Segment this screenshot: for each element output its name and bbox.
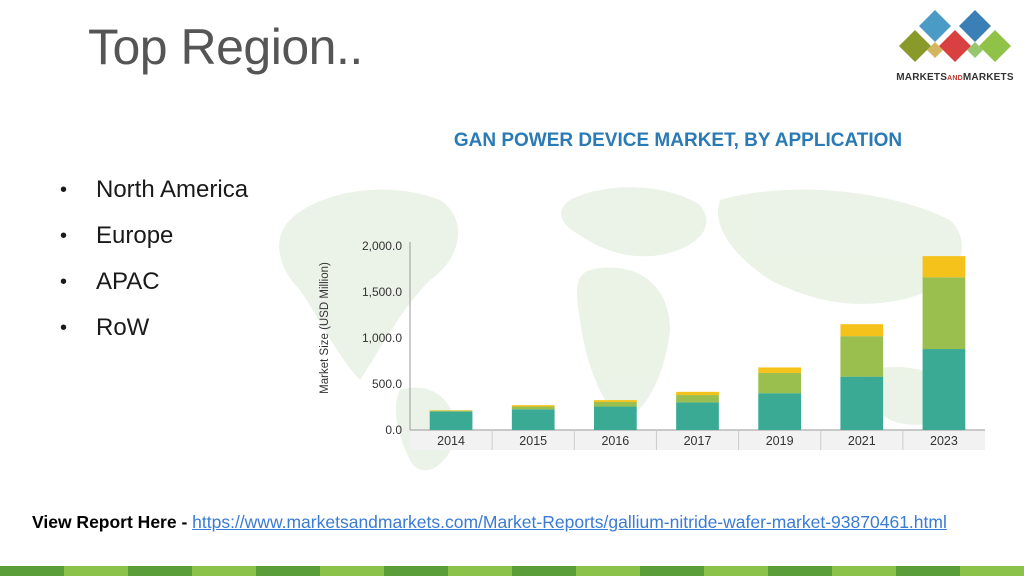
- bar-segment: [758, 372, 801, 394]
- y-axis-label: Market Size (USD Million): [319, 262, 331, 394]
- region-bullet-list: • North America • Europe • APAC • RoW: [60, 170, 248, 354]
- x-tick-label: 2015: [519, 434, 547, 448]
- market-bar-chart: GAN POWER DEVICE MARKET, BY APPLICATION M…: [300, 118, 1000, 458]
- bar-segment: [922, 277, 966, 350]
- bar-segment: [429, 410, 473, 412]
- list-item: • RoW: [60, 314, 150, 341]
- bar-segment: [511, 405, 555, 407]
- world-map-background: [279, 187, 962, 471]
- bar-segment: [594, 400, 637, 402]
- stripe-segment: [512, 566, 576, 576]
- marketsandmarkets-logo: MARKETSANDMARKETS: [886, 4, 1024, 88]
- report-link[interactable]: https://www.marketsandmarkets.com/Market…: [192, 512, 947, 532]
- stripe-segment: [384, 566, 448, 576]
- stripe-segment: [192, 566, 256, 576]
- slide-title: Top Region..: [88, 19, 363, 75]
- bar-segment: [922, 256, 966, 278]
- stripe-segment: [128, 566, 192, 576]
- list-item: • Europe: [60, 222, 174, 249]
- stripe-segment: [256, 566, 320, 576]
- stripe-segment: [640, 566, 704, 576]
- x-tick-label: 2014: [437, 434, 465, 448]
- stripe-segment: [960, 566, 1024, 576]
- x-tick-label: 2021: [848, 434, 876, 448]
- stripe-segment: [704, 566, 768, 576]
- x-tick-label: 2016: [601, 434, 629, 448]
- y-tick-label: 0.0: [385, 423, 402, 437]
- x-tick-label: 2017: [684, 434, 712, 448]
- logo-text: MARKETSANDMARKETS: [896, 72, 1014, 83]
- bar-segment: [511, 409, 555, 430]
- y-tick-label: 500.0: [372, 377, 402, 391]
- list-item: • North America: [60, 176, 249, 203]
- footer-label: View Report Here -: [32, 512, 193, 532]
- bar-segment: [594, 406, 637, 430]
- logo-diamonds-icon: [899, 10, 1011, 62]
- stripe-segment: [320, 566, 384, 576]
- footer-report-link: View Report Here - https://www.marketsan…: [32, 510, 1002, 535]
- bar-segment: [429, 411, 473, 430]
- stripe-segment: [896, 566, 960, 576]
- bar-segment: [594, 401, 637, 407]
- stripe-segment: [0, 566, 64, 576]
- bar-segment: [758, 393, 801, 430]
- bar-segment: [676, 402, 719, 430]
- bar-segment: [676, 391, 719, 396]
- x-tick-label: 2023: [930, 434, 958, 448]
- bar-segment: [922, 349, 966, 430]
- bar-segment: [840, 324, 884, 337]
- stripe-segment: [448, 566, 512, 576]
- bar-segment: [840, 336, 884, 377]
- y-tick-label: 1,000.0: [362, 331, 402, 345]
- bar-segment: [840, 376, 884, 430]
- list-item: • APAC: [60, 268, 160, 295]
- bottom-stripe: [0, 566, 1024, 576]
- stripe-segment: [832, 566, 896, 576]
- stripe-segment: [64, 566, 128, 576]
- x-axis-band: [410, 430, 985, 450]
- stripe-segment: [576, 566, 640, 576]
- stripe-segment: [768, 566, 832, 576]
- y-tick-label: 2,000.0: [362, 239, 402, 253]
- bar-segment: [758, 367, 801, 373]
- bar-segment: [511, 406, 555, 410]
- x-tick-label: 2019: [766, 434, 794, 448]
- chart-title: GAN POWER DEVICE MARKET, BY APPLICATION: [454, 130, 902, 151]
- chart-svg: GAN POWER DEVICE MARKET, BY APPLICATION M…: [319, 130, 985, 450]
- y-tick-label: 1,500.0: [362, 285, 402, 299]
- bar-segment: [676, 395, 719, 403]
